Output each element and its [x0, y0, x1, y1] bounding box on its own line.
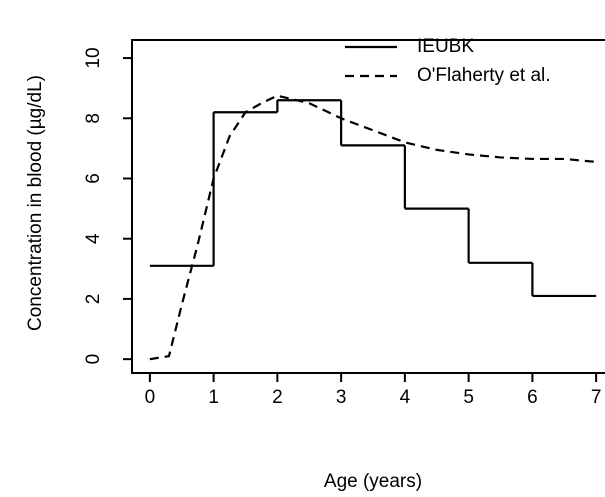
x-tick-label: 2 [272, 387, 283, 408]
x-tick-label: 4 [400, 387, 411, 408]
plot-frame [131, 39, 605, 374]
legend-label: O'Flaherty et al. [417, 65, 551, 86]
x-tick-label: 3 [336, 387, 347, 408]
x-tick-label: 6 [527, 387, 538, 408]
x-tick-label: 0 [145, 387, 156, 408]
x-tick-label: 1 [208, 387, 219, 408]
x-axis-label: Age (years) [324, 471, 422, 492]
y-tick-label: 10 [83, 47, 104, 68]
y-tick-label: 6 [83, 173, 104, 184]
y-tick-label: 4 [83, 233, 104, 244]
series-line [149, 94, 597, 361]
y-tick-label: 0 [83, 354, 104, 365]
legend-label: IEUBK [417, 36, 474, 57]
x-tick-label: 7 [591, 387, 602, 408]
x-tick-label: 5 [463, 387, 474, 408]
y-axis-label: Concentration in blood (µg/dL) [25, 75, 46, 331]
y-tick-label: 8 [83, 113, 104, 124]
y-tick-label: 2 [83, 294, 104, 305]
